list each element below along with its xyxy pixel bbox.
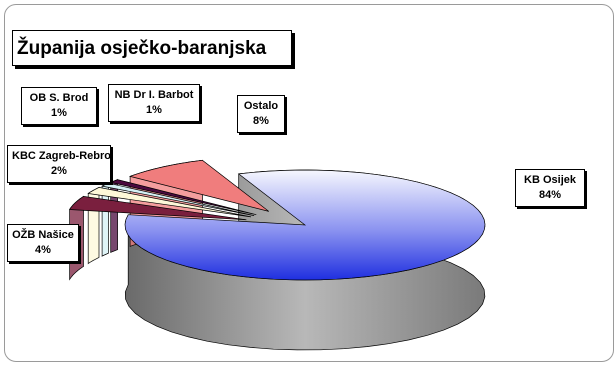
label-ozb-nasice-value: 4%: [35, 244, 51, 256]
slice-ostalo: [128, 159, 270, 212]
slice-kb-osijek: [124, 169, 486, 281]
label-kbc-zagreb-name: KBC Zagreb-Rebro: [12, 150, 112, 162]
slice-nb-dr-i-barbot: [110, 179, 257, 216]
label-ob-s-brod: OB S. Brod 1%: [21, 87, 97, 125]
label-nb-barbot-name: NB Dr I. Barbot: [114, 89, 194, 101]
label-nb-barbot: NB Dr I. Barbot 1%: [108, 84, 200, 122]
chart-title: Županija osječko-baranjska: [12, 30, 292, 66]
label-kb-osijek-name: KB Osijek: [524, 174, 576, 186]
label-kb-osijek-value: 84%: [538, 189, 562, 201]
slice-o-b-na-ice: [69, 196, 247, 221]
label-nb-barbot-value: 1%: [146, 104, 162, 116]
label-kb-osijek: KB Osijek 84%: [515, 169, 585, 207]
label-ostalo-value: 8%: [253, 115, 269, 127]
label-kbc-zagreb: KBC Zagreb-Rebro 2%: [7, 145, 111, 183]
label-ob-s-brod-value: 1%: [51, 107, 67, 119]
label-ostalo: Ostalo 8%: [237, 95, 285, 133]
chart-frame: Županija osječko-baranjska OB S. Brod 1%…: [4, 4, 614, 362]
label-ostalo-name: Ostalo: [243, 100, 279, 112]
slice-kbc-zagreb-rebro: [87, 187, 252, 218]
label-ob-s-brod-name: OB S. Brod: [29, 92, 89, 104]
label-kbc-zagreb-value: 2%: [51, 165, 67, 177]
pie-chart-3d: [69, 159, 486, 351]
label-ozb-nasice: OŽB Našice 4%: [7, 224, 79, 262]
label-ozb-nasice-name: OŽB Našice: [12, 229, 74, 241]
slice-ob-s-brod: [101, 182, 255, 216]
